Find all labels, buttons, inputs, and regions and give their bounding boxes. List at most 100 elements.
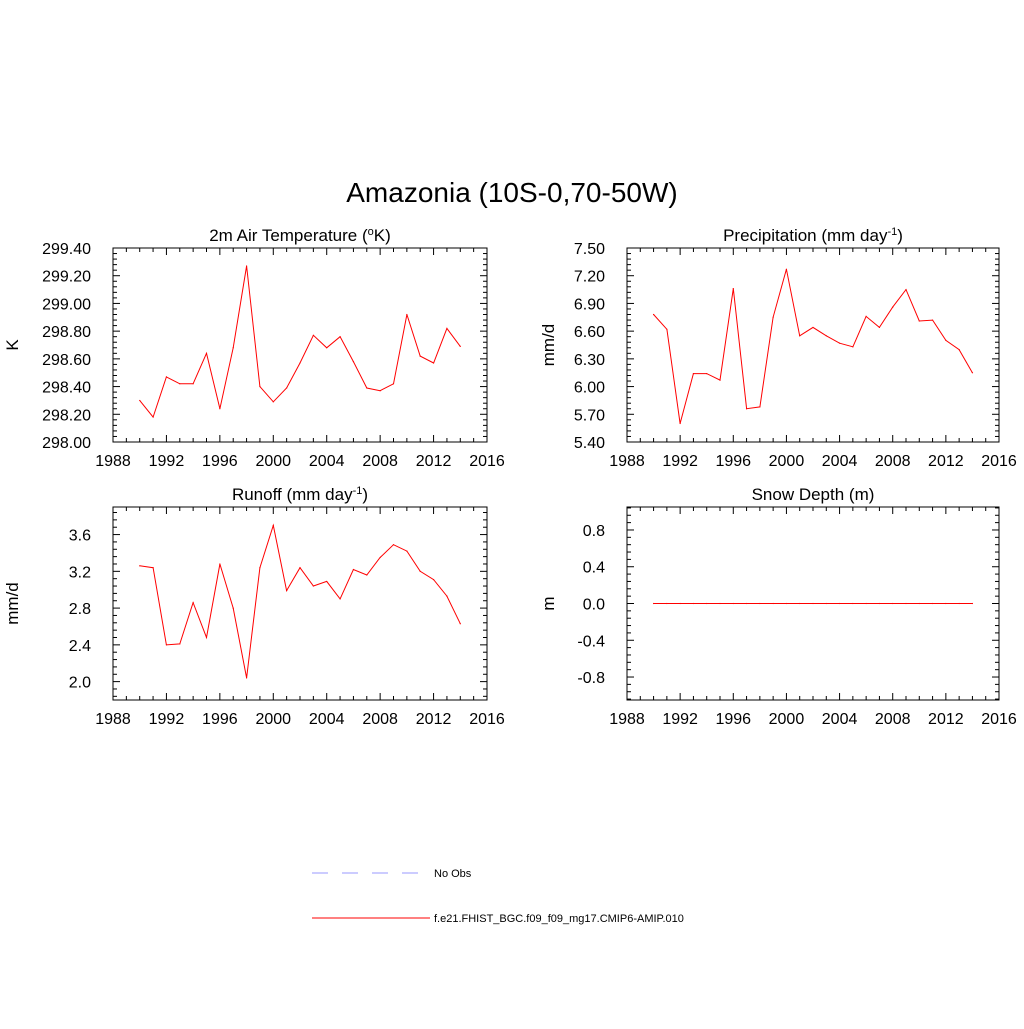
- y-tick-label: 6.60: [574, 324, 605, 341]
- data-point: [679, 422, 681, 425]
- data-point: [446, 595, 448, 597]
- x-tick-label: 2004: [822, 711, 858, 728]
- data-point: [945, 339, 947, 341]
- data-point: [825, 602, 827, 605]
- data-point: [219, 563, 221, 565]
- panel-title-part: Precipitation (mm day: [723, 226, 888, 245]
- x-tick-label: 1988: [609, 711, 645, 728]
- x-tick-label: 1992: [662, 711, 698, 728]
- data-point: [878, 602, 881, 605]
- data-point: [286, 387, 288, 389]
- y-tick-label: 3.6: [69, 528, 91, 545]
- data-point: [232, 347, 234, 349]
- data-point: [892, 602, 894, 605]
- panel-title-part: 2m Air Temperature (: [209, 226, 368, 245]
- y-tick-label: 298.00: [42, 435, 91, 452]
- x-tick-label: 2004: [309, 453, 345, 470]
- data-point: [339, 598, 341, 600]
- data-point: [958, 602, 960, 605]
- data-point: [785, 268, 788, 270]
- legend-model-label: f.e21.FHIST_BGC.f09_f09_mg17.CMIP6-AMIP.…: [434, 913, 684, 925]
- x-tick-label: 2000: [255, 711, 291, 728]
- data-point: [352, 361, 355, 363]
- data-point: [259, 385, 261, 388]
- data-point: [152, 567, 154, 569]
- y-tick-label: 2.4: [69, 638, 91, 655]
- x-tick-label: 2008: [362, 711, 398, 728]
- y-axis-label: mm/d: [539, 324, 558, 367]
- panel-title: Runoff (mm day-1): [232, 485, 368, 504]
- data-point: [732, 602, 734, 605]
- y-tick-label: -0.8: [577, 670, 605, 687]
- data-point: [825, 335, 827, 337]
- x-tick-label: 2000: [255, 453, 291, 470]
- data-point: [366, 574, 368, 576]
- data-point: [406, 313, 408, 316]
- data-point: [785, 602, 788, 605]
- data-point: [192, 601, 194, 604]
- data-point: [139, 565, 141, 567]
- data-point: [971, 372, 974, 374]
- data-point: [838, 602, 841, 605]
- y-axis-label: K: [3, 339, 22, 351]
- panel-title: 2m Air Temperature (oK): [209, 226, 391, 245]
- data-point: [339, 336, 341, 338]
- data-point: [205, 636, 208, 639]
- data-point: [838, 342, 841, 344]
- data-point: [245, 677, 248, 679]
- data-point: [432, 362, 435, 364]
- data-point: [392, 544, 395, 546]
- data-point: [719, 379, 721, 381]
- data-point: [352, 568, 355, 571]
- y-tick-label: 7.20: [574, 269, 605, 286]
- x-tick-label: 2016: [981, 711, 1017, 728]
- x-tick-label: 2016: [981, 453, 1017, 470]
- data-point: [299, 567, 301, 569]
- x-tick-label: 2004: [822, 453, 858, 470]
- data-point: [259, 567, 261, 569]
- x-tick-label: 2012: [416, 711, 452, 728]
- data-point: [799, 335, 801, 337]
- x-tick-label: 2016: [469, 711, 505, 728]
- data-point: [459, 345, 461, 347]
- data-point: [799, 602, 801, 605]
- panel-title-superscript: -1: [887, 226, 897, 238]
- x-tick-label: 2004: [309, 711, 345, 728]
- plot-frame: [112, 247, 488, 443]
- chart-panel-1: 1988 1992 1996 2000 2004 2008 2012 2016 298.00 29…: [3, 226, 505, 470]
- data-point: [706, 373, 708, 375]
- y-tick-label: 298.20: [42, 407, 91, 424]
- x-tick-label: 2008: [875, 711, 911, 728]
- data-point: [165, 376, 168, 378]
- x-tick-label: 1996: [202, 453, 238, 470]
- series-line-1: [139, 265, 461, 419]
- data-point: [312, 585, 314, 587]
- x-tick-label: 1988: [609, 453, 645, 470]
- data-point: [219, 408, 221, 410]
- y-tick-label: 0.0: [583, 597, 605, 614]
- legend-obs-label: No Obs: [434, 868, 472, 880]
- data-point: [152, 416, 154, 418]
- data-point: [245, 265, 248, 267]
- x-tick-label: 1996: [202, 711, 238, 728]
- plot-frame: [112, 506, 488, 701]
- data-point: [652, 602, 655, 605]
- y-tick-label: 299.00: [42, 296, 91, 313]
- data-point: [918, 602, 920, 605]
- y-tick-label: 3.2: [69, 564, 91, 581]
- x-tick-label: 1996: [715, 453, 751, 470]
- data-point: [679, 602, 681, 605]
- data-point: [379, 556, 381, 559]
- y-tick-label: 0.8: [583, 523, 605, 540]
- series-line-1: [653, 269, 973, 424]
- y-tick-label: 299.40: [42, 241, 91, 258]
- panel-title-superscript: -1: [353, 485, 363, 497]
- data-point: [379, 390, 381, 392]
- data-point: [945, 602, 947, 605]
- panel-title-part: K): [374, 226, 391, 245]
- data-point: [958, 349, 960, 351]
- data-point: [692, 602, 695, 605]
- panel-title: Snow Depth (m): [752, 485, 875, 504]
- data-point: [759, 602, 761, 605]
